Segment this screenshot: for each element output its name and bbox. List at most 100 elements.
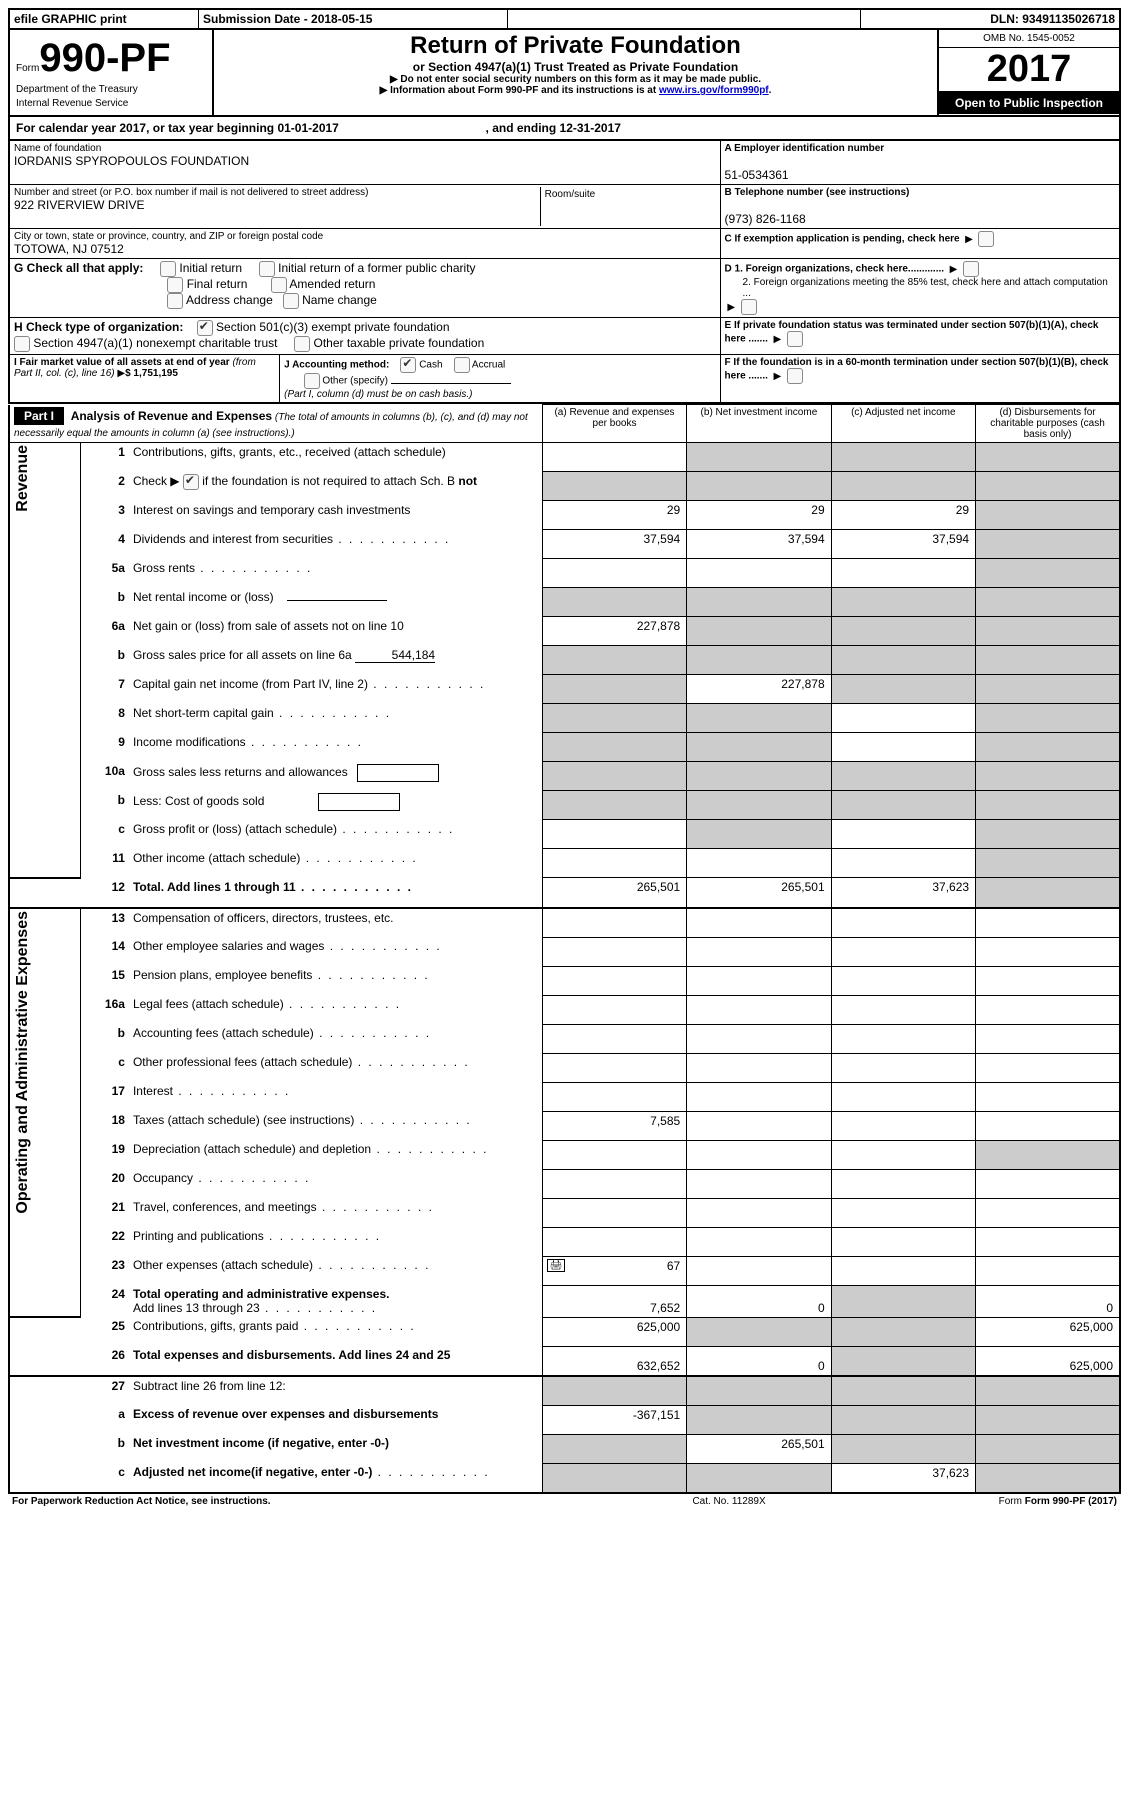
g-name-checkbox[interactable]: [283, 293, 299, 309]
g-opt-0: Initial return: [179, 261, 242, 275]
g-initial-former-checkbox[interactable]: [259, 261, 275, 277]
note1: Do not enter social security numbers on …: [400, 74, 761, 85]
g-address-checkbox[interactable]: [167, 293, 183, 309]
row-text: Dividends and interest from securities: [129, 530, 542, 559]
phone-value: (973) 826-1168: [725, 212, 1115, 226]
cell-b: 37,594: [687, 530, 831, 559]
footer: For Paperwork Reduction Act Notice, see …: [8, 1494, 1121, 1509]
expenses-vlabel: Operating and Administrative Expenses: [14, 911, 32, 1214]
col-b-hdr: (b) Net investment income: [687, 405, 831, 443]
row-num: 4: [81, 530, 129, 559]
row-text: Pension plans, employee benefits: [129, 966, 542, 995]
cell-a: 29: [542, 501, 686, 530]
row-num: 5a: [81, 559, 129, 588]
f-checkbox[interactable]: [787, 368, 803, 384]
d2-checkbox[interactable]: [741, 299, 757, 315]
efile-label: efile GRAPHIC print: [9, 9, 199, 29]
row-num: 17: [81, 1082, 129, 1111]
row-num: b: [81, 588, 129, 617]
title-block: Return of Private Foundation or Section …: [213, 30, 938, 116]
cell-b: 265,501: [687, 1434, 831, 1463]
dln-cell: DLN: 93491135026718: [861, 9, 1121, 29]
cell-b: 0: [687, 1346, 831, 1376]
name-label: Name of foundation: [14, 143, 716, 154]
row-text: Total expenses and disbursements. Add li…: [129, 1346, 542, 1376]
g-opt-5: Name change: [302, 293, 377, 307]
cell-d: 625,000: [976, 1346, 1120, 1376]
h-other-checkbox[interactable]: [294, 336, 310, 352]
j-label: J Accounting method:: [284, 360, 389, 371]
phone-cell: B Telephone number (see instructions) (9…: [720, 185, 1120, 229]
cell-a: 7,652: [542, 1285, 686, 1317]
attachment-icon[interactable]: 🖨: [547, 1259, 566, 1272]
room-label: Room/suite: [540, 187, 715, 226]
row-text: Contributions, gifts, grants paid: [129, 1317, 542, 1346]
row-text: Adjusted net income(if negative, enter -…: [129, 1463, 542, 1493]
c-checkbox[interactable]: [978, 231, 994, 247]
cell-b: 227,878: [687, 675, 831, 704]
dept-label: Department of the Treasury: [16, 84, 138, 95]
row-text: Net short-term capital gain: [129, 704, 542, 733]
spacer: [508, 9, 861, 29]
omb-label: OMB No. 1545-0052: [939, 30, 1119, 48]
j-cash: Cash: [419, 360, 442, 371]
footer-right: Form Form 990-PF (2017): [824, 1494, 1121, 1509]
row-num: 23: [81, 1256, 129, 1285]
e-checkbox[interactable]: [787, 331, 803, 347]
cell-b: 265,501: [687, 878, 831, 908]
row-num: 8: [81, 704, 129, 733]
g-initial-checkbox[interactable]: [160, 261, 176, 277]
h-4947-checkbox[interactable]: [14, 336, 30, 352]
d1-label: D 1. Foreign organizations, check here..…: [725, 264, 945, 275]
h-cell: H Check type of organization: Section 50…: [9, 318, 720, 355]
cell-a: 7,585: [542, 1111, 686, 1140]
row-num: 21: [81, 1198, 129, 1227]
row-num: 22: [81, 1227, 129, 1256]
cal-pre: For calendar year 2017, or tax year begi…: [16, 121, 277, 135]
row-num: c: [81, 1463, 129, 1493]
e-cell: E If private foundation status was termi…: [720, 318, 1120, 355]
row-text: Gross profit or (loss) (attach schedule): [129, 820, 542, 849]
row-num: 11: [81, 849, 129, 878]
row-num: 13: [81, 908, 129, 938]
row-text: Contributions, gifts, grants, etc., rece…: [129, 443, 542, 472]
row-num: 10a: [81, 762, 129, 791]
g-final-checkbox[interactable]: [167, 277, 183, 293]
foundation-name: IORDANIS SPYROPOULOS FOUNDATION: [14, 154, 716, 168]
form-header: Form990-PF Department of the Treasury In…: [8, 30, 1121, 117]
name-cell: Name of foundation IORDANIS SPYROPOULOS …: [9, 141, 720, 185]
j-cash-checkbox[interactable]: [400, 357, 416, 373]
col-d-hdr: (d) Disbursements for charitable purpose…: [976, 405, 1120, 443]
j-accrual-checkbox[interactable]: [454, 357, 470, 373]
submission-label: Submission Date -: [203, 12, 311, 26]
g-amended-checkbox[interactable]: [271, 277, 287, 293]
ident-block: Name of foundation IORDANIS SPYROPOULOS …: [8, 141, 1121, 404]
h-501c3-checkbox[interactable]: [197, 320, 213, 336]
submission-date: 2018-05-15: [311, 12, 372, 26]
schb-checkbox[interactable]: [183, 474, 199, 490]
f-cell: F If the foundation is in a 60-month ter…: [720, 355, 1120, 404]
d2-label: 2. Foreign organizations meeting the 85%…: [725, 277, 1115, 299]
h-label: H Check type of organization:: [14, 320, 183, 334]
part1-title: Analysis of Revenue and Expenses: [71, 409, 272, 423]
h-opt2: Section 4947(a)(1) nonexempt charitable …: [33, 336, 277, 350]
row-text: Compensation of officers, directors, tru…: [129, 908, 542, 938]
row-num: 7: [81, 675, 129, 704]
d1-checkbox[interactable]: [963, 261, 979, 277]
row-text: Less: Cost of goods sold: [129, 791, 542, 820]
note2-pre: Information about Form 990-PF and its in…: [390, 85, 659, 96]
cell-a: 227,878: [542, 617, 686, 646]
row-text: Subtract line 26 from line 12:: [129, 1376, 542, 1406]
d-cell: D 1. Foreign organizations, check here..…: [720, 259, 1120, 318]
row-text: Other professional fees (attach schedule…: [129, 1053, 542, 1082]
row-num: c: [81, 1053, 129, 1082]
j-other-checkbox[interactable]: [304, 373, 320, 389]
row-text: Net rental income or (loss): [129, 588, 542, 617]
instructions-link[interactable]: www.irs.gov/form990pf: [659, 85, 769, 96]
cell-d: 625,000: [976, 1317, 1120, 1346]
arrow-icon: [773, 371, 781, 382]
street-cell: Number and street (or P.O. box number if…: [9, 185, 720, 229]
h-opt1: Section 501(c)(3) exempt private foundat…: [216, 320, 449, 334]
form-prefix: Form: [16, 63, 39, 74]
cell-a: 🖨 67: [542, 1256, 686, 1285]
